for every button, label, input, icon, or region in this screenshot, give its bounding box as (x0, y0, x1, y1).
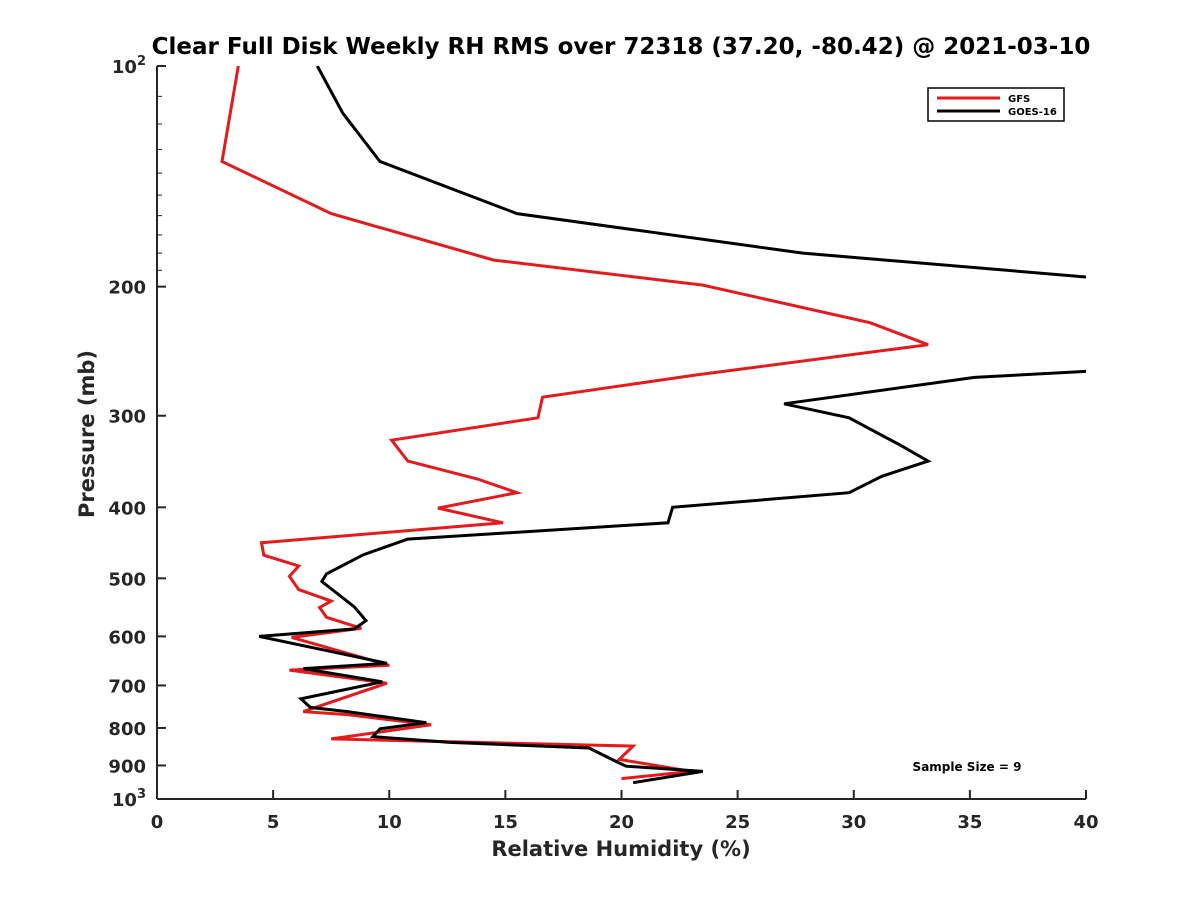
y-tick-label: 700 (108, 676, 146, 697)
x-tick-label: 10 (377, 812, 402, 833)
x-tick-label: 25 (725, 812, 750, 833)
axes: 0 5 10 15 20 25 30 35 40 102 200 300 400 500 600 700 800… (108, 54, 1098, 833)
y-tick-label: 102 (112, 54, 146, 78)
y-tick-label: 103 (112, 787, 146, 811)
y-tick-label: 200 (108, 278, 146, 299)
legend-box (927, 87, 1065, 122)
y-tick-label: 900 (108, 756, 146, 777)
series-group (220, 66, 1086, 785)
series-line-goes-16 (258, 66, 1086, 785)
x-tick-label: 40 (1073, 812, 1098, 833)
y-tick-label: 300 (108, 407, 146, 428)
series-line-gfs (220, 66, 929, 781)
y-tick-label: 800 (108, 719, 146, 740)
x-tick-label: 35 (957, 812, 982, 833)
y-tick-label: 400 (108, 498, 146, 519)
y-tick-label: 600 (108, 627, 146, 648)
chart-title: Clear Full Disk Weekly RH RMS over 72318… (152, 34, 1091, 60)
legend-label: GOES-16 (1008, 107, 1057, 118)
x-tick-label: 20 (609, 812, 634, 833)
sample-size-annotation: Sample Size = 9 (913, 760, 1022, 774)
x-tick-label: 5 (267, 812, 280, 833)
x-tick-label: 30 (841, 812, 866, 833)
legend-label: GFS (1008, 94, 1030, 105)
x-tick-label: 15 (493, 812, 518, 833)
y-axis-label: Pressure (mb) (75, 350, 99, 518)
x-axis-label: Relative Humidity (%) (491, 837, 750, 861)
legend: GFS GOES-16 (927, 87, 1065, 122)
x-tick-label: 0 (151, 812, 164, 833)
y-tick-label: 500 (108, 569, 146, 590)
plot-area (220, 66, 1086, 785)
